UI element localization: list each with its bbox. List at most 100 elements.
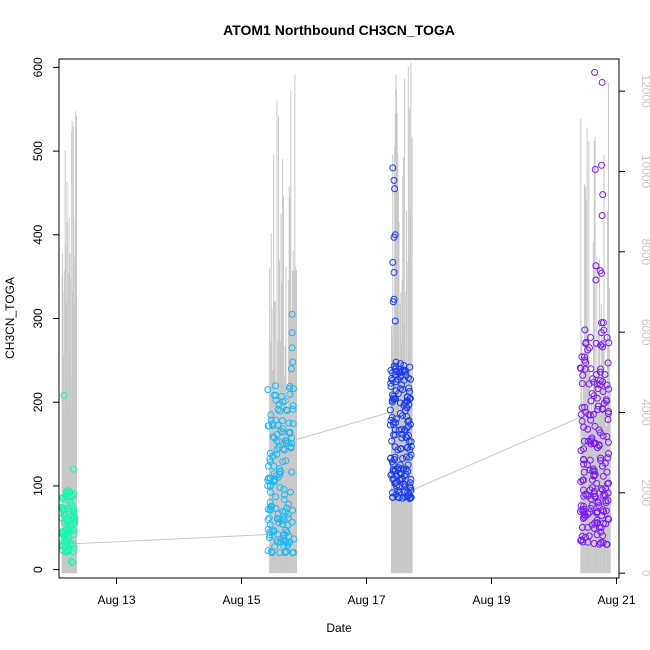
data-point — [278, 392, 286, 400]
data-point — [281, 549, 289, 557]
data-point — [592, 339, 600, 347]
data-point — [602, 396, 610, 404]
data-point — [598, 319, 605, 327]
data-point — [269, 452, 277, 460]
data-point — [587, 504, 595, 512]
data-point — [271, 543, 279, 551]
data-point — [580, 456, 588, 464]
data-point — [603, 468, 611, 476]
data-point — [282, 538, 290, 546]
y2-axis-tick-label: 6000 — [639, 319, 650, 346]
data-point — [272, 505, 280, 513]
data-point — [287, 444, 295, 452]
data-point — [266, 482, 274, 490]
data-point — [403, 397, 411, 405]
data-point — [587, 416, 595, 424]
data-point — [280, 495, 288, 503]
data-point — [388, 437, 396, 445]
data-point — [599, 432, 607, 440]
data-point — [64, 545, 72, 553]
data-point — [266, 474, 274, 482]
data-point — [282, 548, 290, 556]
data-point — [267, 505, 275, 513]
data-point — [268, 549, 276, 557]
data-point — [597, 524, 605, 532]
data-point — [387, 379, 395, 387]
data-point — [389, 164, 397, 172]
data-point — [267, 548, 275, 556]
data-point — [283, 504, 291, 512]
data-point — [391, 185, 399, 193]
data-point — [581, 365, 589, 373]
data-point — [577, 365, 585, 373]
data-point — [392, 387, 400, 395]
data-point — [605, 479, 613, 487]
data-point — [582, 339, 590, 347]
data-point — [391, 317, 399, 325]
data-point — [597, 341, 605, 349]
points-layer — [58, 68, 613, 567]
data-point — [69, 548, 77, 556]
data-point — [593, 516, 601, 524]
data-point — [283, 437, 291, 445]
data-point — [279, 428, 287, 436]
data-point — [590, 490, 598, 498]
data-point — [407, 451, 415, 459]
data-point — [599, 532, 607, 540]
data-point — [597, 365, 605, 373]
data-point — [288, 365, 295, 373]
data-point — [580, 468, 588, 476]
data-point — [273, 445, 281, 453]
data-point — [278, 508, 286, 516]
data-point — [69, 540, 77, 548]
data-point — [599, 472, 607, 480]
data-point — [581, 326, 589, 334]
data-point — [592, 276, 600, 284]
data-point — [578, 404, 586, 412]
data-point — [604, 497, 612, 505]
x-axis-tick-label: Aug 17 — [347, 593, 385, 607]
data-point — [601, 491, 609, 499]
data-point — [577, 502, 585, 510]
data-point — [276, 407, 284, 415]
data-point — [591, 422, 599, 430]
data-point — [289, 385, 297, 393]
chart-title: ATOM1 Northbound CH3CN_TOGA — [223, 22, 455, 38]
data-point — [599, 388, 607, 396]
data-point — [407, 438, 415, 446]
data-point — [269, 433, 277, 441]
data-point — [266, 458, 274, 466]
flight-connector-line — [76, 533, 268, 545]
data-point — [60, 392, 68, 400]
data-point — [396, 409, 404, 417]
data-point — [273, 515, 281, 523]
data-point — [399, 385, 407, 393]
data-point — [284, 521, 292, 529]
data-point — [267, 416, 275, 424]
x-axis-label: Date — [326, 621, 352, 635]
data-point — [587, 436, 595, 444]
data-point — [396, 399, 404, 407]
flight-connector-line — [411, 416, 581, 491]
data-point — [592, 262, 600, 270]
x-axis-tick-label: Aug 15 — [222, 593, 260, 607]
data-point — [585, 380, 593, 388]
data-point — [286, 429, 294, 437]
data-point — [285, 532, 293, 540]
data-point — [288, 344, 296, 352]
data-point — [397, 465, 405, 473]
data-point — [580, 460, 588, 468]
data-point — [63, 492, 71, 500]
data-point — [599, 343, 607, 351]
data-point — [595, 426, 603, 434]
data-point — [280, 446, 288, 454]
data-point — [64, 487, 72, 495]
data-point — [277, 427, 285, 435]
data-point — [593, 444, 601, 452]
x-axis-tick-label: Aug 13 — [97, 593, 135, 607]
data-point — [406, 387, 414, 395]
y-axis-tick-label: 400 — [31, 224, 45, 244]
data-point — [69, 513, 77, 521]
